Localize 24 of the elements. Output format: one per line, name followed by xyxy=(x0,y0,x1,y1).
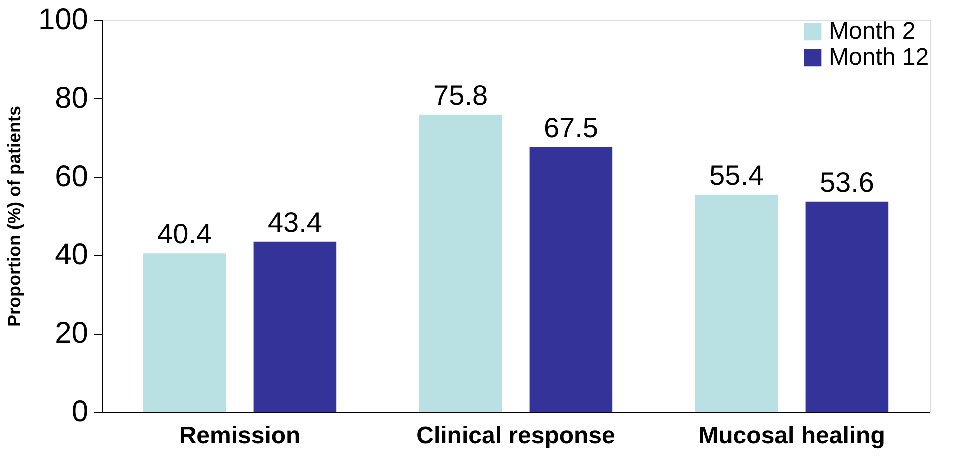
bar xyxy=(254,242,337,412)
bar xyxy=(806,202,889,412)
x-tick-label: Clinical response xyxy=(416,422,616,450)
legend-label: Month 2 xyxy=(829,18,916,45)
bar xyxy=(419,114,502,412)
bar xyxy=(695,194,778,412)
y-tick-label: 40 xyxy=(55,238,88,272)
data-label: 40.4 xyxy=(158,218,212,250)
legend-label: Month 12 xyxy=(829,44,930,71)
x-tick-label: Remission xyxy=(179,422,301,450)
y-tick-label: 80 xyxy=(55,82,88,115)
x-tick-label: Mucosal healing xyxy=(698,422,886,450)
y-tick-label: 20 xyxy=(55,317,88,350)
y-tick-label: 100 xyxy=(38,4,88,36)
data-label: 67.5 xyxy=(544,112,598,144)
y-tick-label: 0 xyxy=(72,396,88,428)
y-tick-label: 60 xyxy=(55,160,88,194)
data-label: 43.4 xyxy=(268,206,322,238)
data-label: 53.6 xyxy=(820,166,874,198)
bar xyxy=(530,147,613,412)
bar xyxy=(143,254,226,412)
data-label: 55.4 xyxy=(710,160,764,191)
data-label: 75.8 xyxy=(434,80,488,111)
y-axis-title: Proportion (%) of patients xyxy=(4,106,24,327)
